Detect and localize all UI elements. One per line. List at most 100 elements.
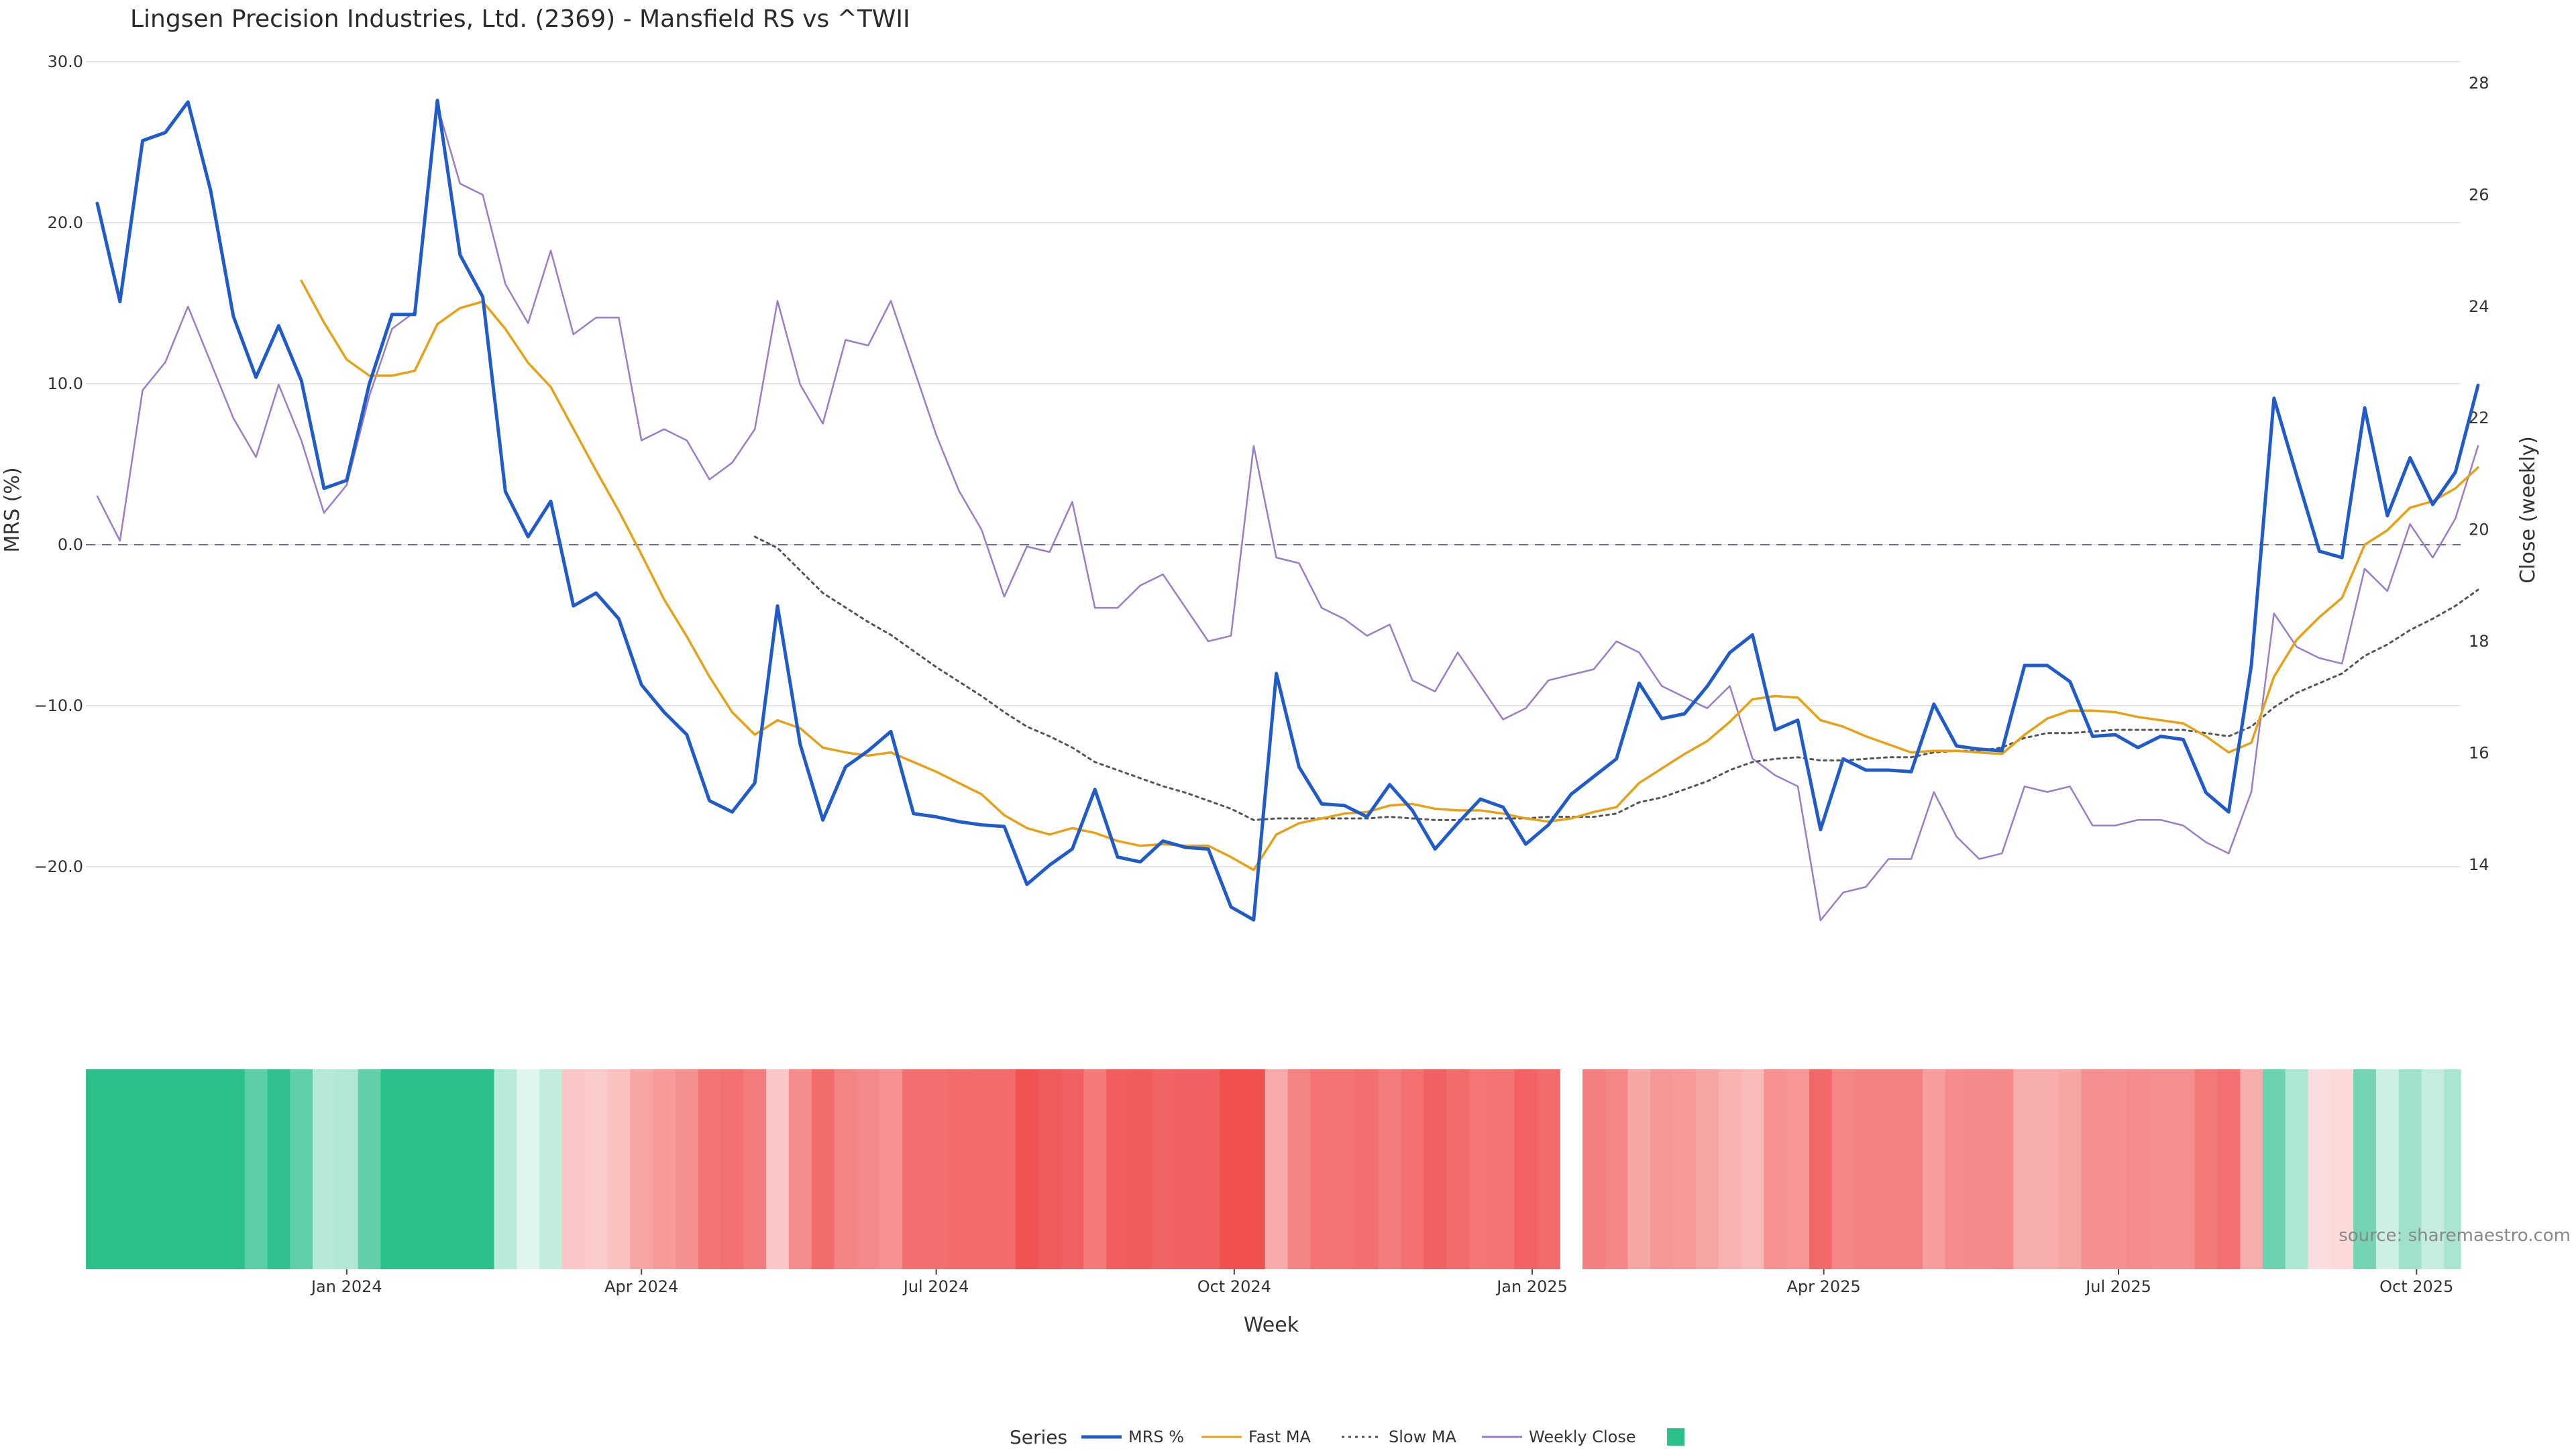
heatmap-cell: [947, 1069, 971, 1269]
heatmap-cell: [970, 1069, 994, 1269]
heatmap-cell: [1401, 1069, 1424, 1269]
chart-title: Lingsen Precision Industries, Ltd. (2369…: [130, 5, 910, 33]
heatmap-cell: [2398, 1069, 2422, 1269]
heatmap-cell: [924, 1069, 949, 1269]
heatmap-cell: [335, 1069, 359, 1269]
left-axis-ticks: 30.0 20.0 10.0 0.0 −10.0 −20.0: [34, 52, 83, 876]
heatmap-cell: [2149, 1069, 2173, 1269]
heatmap-cell: [244, 1069, 268, 1269]
heatmap-cell: [743, 1069, 767, 1269]
heatmap-cell: [2035, 1069, 2059, 1269]
x-tick-label: Oct 2024: [1197, 1277, 1271, 1296]
heatmap-cell: [1310, 1069, 1334, 1269]
legend-label: Fast MA: [1248, 1428, 1311, 1446]
heatmap-cell: [630, 1069, 653, 1269]
heatmap-cell: [1582, 1069, 1606, 1269]
x-axis-title: Week: [1244, 1313, 1299, 1337]
x-tick-label: Jul 2024: [902, 1277, 969, 1296]
series-line-fast-ma: [300, 279, 2479, 871]
heatmap-cell: [788, 1069, 812, 1269]
heatmap-cell: [607, 1069, 631, 1269]
heatmap-cell: [1922, 1069, 1946, 1269]
heatmap-cell: [1650, 1069, 1674, 1269]
heatmap-cell: [1106, 1069, 1130, 1269]
heatmap-cell: [154, 1069, 177, 1269]
gridlines: [86, 61, 2461, 867]
heatmap-cell: [1990, 1069, 2014, 1269]
heatmap-cell: [1831, 1069, 1856, 1269]
right-tick-label: 18: [2469, 632, 2489, 651]
heatmap-cell: [834, 1069, 857, 1269]
heatmap-cell: [1741, 1069, 1764, 1269]
heatmap-cell: [2330, 1069, 2354, 1269]
legend-label: MRS %: [1128, 1428, 1184, 1446]
heatmap-cell: [1083, 1069, 1107, 1269]
heatmap-cell: [1220, 1069, 1243, 1269]
heatmap-cell: [653, 1069, 676, 1269]
heatmap-cell: [1151, 1069, 1175, 1269]
heatmap-cell: [2375, 1069, 2400, 1269]
heatmap-cell: [380, 1069, 404, 1269]
heatmap-cell: [879, 1069, 903, 1269]
left-tick-label: −10.0: [34, 696, 83, 715]
heatmap-cell: [1900, 1069, 1923, 1269]
right-tick-label: 24: [2469, 297, 2489, 316]
heatmap-cell: [902, 1069, 926, 1269]
x-tick-label: Oct 2025: [2379, 1277, 2453, 1296]
heatmap-cell: [2353, 1069, 2377, 1269]
x-tick-label: Apr 2025: [1787, 1277, 1861, 1296]
legend-label: Slow MA: [1389, 1428, 1457, 1446]
heatmap-cell: [2127, 1069, 2150, 1269]
heatmap-cell: [199, 1069, 223, 1269]
x-tick-label: Jul 2025: [2084, 1277, 2151, 1296]
heatmap-cell: [584, 1069, 608, 1269]
heatmap-cell: [403, 1069, 427, 1269]
heatmap-cell: [2421, 1069, 2445, 1269]
heatmap-cell: [1446, 1069, 1470, 1269]
heatmap-cell: [1491, 1069, 1515, 1269]
heatmap-cell: [1786, 1069, 1810, 1269]
heatmap-cell: [993, 1069, 1016, 1269]
left-axis-title: MRS (%): [1, 467, 24, 552]
right-axis-title: Close (weekly): [2516, 436, 2540, 584]
heatmap-cell: [2081, 1069, 2104, 1269]
left-tick-label: −20.0: [34, 857, 83, 876]
heatmap-cell: [471, 1069, 495, 1269]
left-tick-label: 10.0: [48, 374, 83, 393]
heatmap-cell: [1333, 1069, 1356, 1269]
heatmap-cell: [1877, 1069, 1900, 1269]
heatmap-cell: [517, 1069, 540, 1269]
right-tick-label: 16: [2469, 743, 2489, 762]
legend-title: Series: [1010, 1426, 1067, 1448]
x-tick-label: Apr 2024: [604, 1277, 678, 1296]
right-tick-label: 14: [2469, 855, 2489, 874]
heatmap-cell: [2308, 1069, 2331, 1269]
legend-heatmap-swatch: [1667, 1428, 1684, 1446]
heatmap-cell: [1265, 1069, 1289, 1269]
legend: Series MRS % Fast MA Slow MA Weekly Close: [1010, 1426, 1684, 1448]
heatmap-cell: [1537, 1069, 1560, 1269]
heatmap-cell: [2217, 1069, 2241, 1269]
heatmap-cell: [561, 1069, 586, 1269]
heatmap-cell: [1287, 1069, 1311, 1269]
heatmap-cell: [1627, 1069, 1651, 1269]
heatmap-cell: [1854, 1069, 1878, 1269]
series-line-weekly-close: [96, 105, 2479, 922]
heatmap-cell: [1061, 1069, 1084, 1269]
source-note: source: sharemaestro.com: [2339, 1226, 2571, 1246]
left-tick-label: 0.0: [58, 535, 83, 554]
heatmap-cell: [290, 1069, 313, 1269]
heatmap-cell: [1355, 1069, 1379, 1269]
heatmap-cell: [1605, 1069, 1629, 1269]
heatmap-cell: [1197, 1069, 1220, 1269]
heatmap-cell: [675, 1069, 699, 1269]
series-line-mrs: [95, 99, 2480, 922]
heatmap-cell: [2240, 1069, 2263, 1269]
heatmap-cell: [267, 1069, 290, 1269]
heatmap-cell: [1174, 1069, 1197, 1269]
heatmap-cell: [2058, 1069, 2082, 1269]
legend-label: Weekly Close: [1529, 1428, 1636, 1446]
heatmap-cell: [448, 1069, 472, 1269]
